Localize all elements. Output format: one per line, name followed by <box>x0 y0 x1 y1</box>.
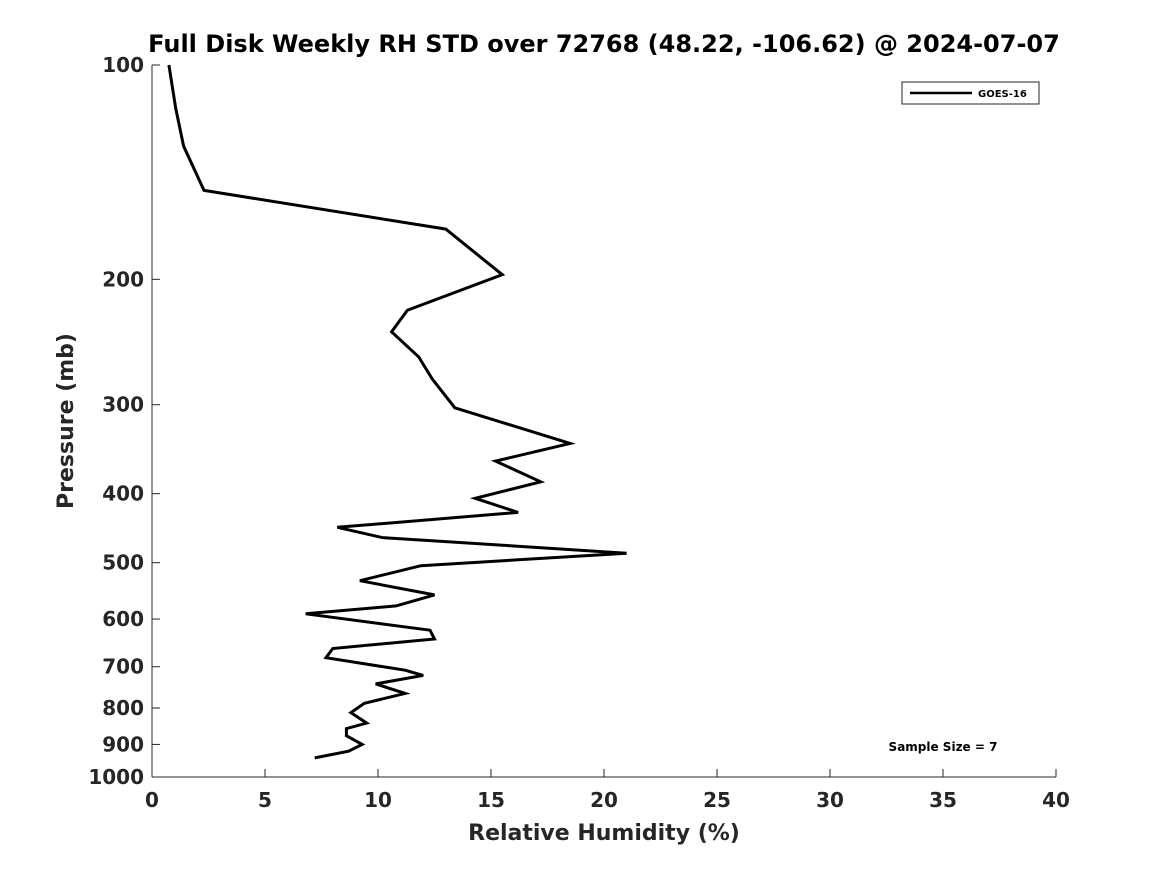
x-tick-label: 0 <box>145 788 159 812</box>
x-tick-group: 0 5 10 15 20 25 30 35 40 <box>145 769 1070 812</box>
y-tick-label: 300 <box>102 393 144 417</box>
y-tick-label: 800 <box>102 696 144 720</box>
y-tick-label: 200 <box>102 267 144 291</box>
y-tick-label: 400 <box>102 482 144 506</box>
x-tick-label: 20 <box>590 788 618 812</box>
y-tick-label: 100 <box>102 53 144 77</box>
legend-label-goes-16: GOES-16 <box>978 89 1027 100</box>
x-tick-label: 40 <box>1042 788 1070 812</box>
y-tick-label: 500 <box>102 551 144 575</box>
x-tick-label: 15 <box>477 788 505 812</box>
x-axis-label: Relative Humidity (%) <box>468 821 740 846</box>
series-layer <box>167 64 627 760</box>
y-tick-label: 700 <box>102 655 144 679</box>
x-tick-label: 25 <box>703 788 731 812</box>
x-tick-label: 5 <box>258 788 272 812</box>
legend: GOES-16 <box>901 81 1040 105</box>
y-tick-label: 900 <box>102 732 144 756</box>
chart-title: Full Disk Weekly RH STD over 72768 (48.2… <box>148 30 1060 58</box>
y-axis-label: Pressure (mb) <box>54 333 79 509</box>
sample-size-annotation: Sample Size = 7 <box>889 740 998 754</box>
y-tick-group: 100 200 300 400 500 600 700 800 900 1000 <box>88 53 160 789</box>
x-tick-label: 35 <box>929 788 957 812</box>
y-tick-label: 600 <box>102 607 144 631</box>
series-line-goes-16 <box>167 64 627 760</box>
y-tick-label: 1000 <box>88 765 144 789</box>
x-tick-label: 10 <box>364 788 392 812</box>
x-tick-label: 30 <box>816 788 844 812</box>
